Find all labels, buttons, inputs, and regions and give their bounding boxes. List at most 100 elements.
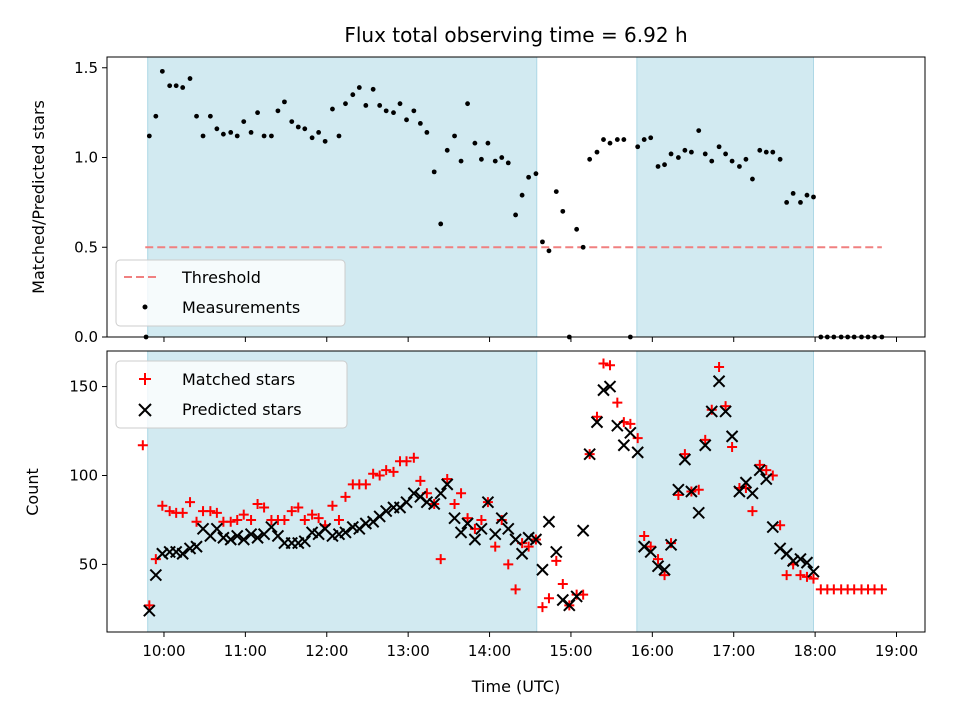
predicted-star-point — [800, 556, 814, 569]
measurement-point — [790, 191, 796, 196]
predicted-star-point — [760, 472, 773, 486]
predicted-star-point — [502, 522, 515, 536]
predicted-star-point — [705, 405, 718, 418]
measurement-point — [234, 133, 240, 139]
matched-star-point — [543, 593, 554, 604]
matched-star-point — [781, 570, 792, 581]
predicted-star-point — [733, 485, 746, 498]
measurement-point — [153, 113, 159, 119]
matched-star-point — [808, 573, 819, 584]
predicted-star-point — [603, 380, 617, 393]
legend-measurements-swatch — [142, 304, 148, 310]
predicted-star-point — [515, 547, 529, 560]
matched-star-point — [374, 470, 385, 481]
predicted-star-point — [441, 478, 454, 491]
x-tick-label: 11:00 — [224, 642, 267, 660]
matched-star-point — [144, 600, 155, 611]
measurement-point — [261, 133, 267, 139]
predicted-star-point — [766, 520, 780, 534]
matched-star-point — [401, 456, 412, 467]
x-tick-label: 16:00 — [631, 642, 674, 660]
matched-star-point — [408, 452, 419, 463]
count-legend: Matched stars Predicted stars — [115, 360, 348, 429]
measurement-point — [729, 158, 735, 164]
measurement-point — [200, 133, 206, 139]
predicted-star-point — [576, 524, 590, 537]
measurement-point — [513, 212, 518, 218]
measurement-point — [417, 121, 423, 126]
measurement-point — [438, 221, 444, 227]
matched-star-point — [761, 465, 772, 476]
predicted-star-point — [678, 453, 692, 466]
measurement-point — [519, 192, 525, 198]
measurement-point — [607, 140, 613, 146]
measurement-point — [350, 92, 356, 98]
measurement-point — [648, 135, 654, 141]
measurement-point — [485, 140, 491, 146]
measurement-point — [668, 151, 674, 157]
legend-matched-swatch — [139, 373, 151, 385]
measurement-point — [492, 158, 498, 164]
measurement-point — [472, 140, 478, 146]
predicted-star-point — [658, 563, 671, 576]
matched-star-point — [185, 497, 196, 508]
measurement-point — [479, 156, 484, 162]
matched-star-point — [442, 474, 453, 485]
predicted-star-point — [807, 565, 820, 578]
measurement-point — [635, 144, 641, 150]
matched-star-point — [673, 490, 684, 501]
measurement-point — [601, 137, 606, 142]
measurement-point — [377, 103, 383, 108]
x-tick-label: 17:00 — [712, 642, 755, 660]
measurement-point — [269, 133, 274, 139]
measurement-point — [723, 151, 728, 157]
matched-star-point — [313, 513, 324, 524]
predicted-star-point — [753, 463, 766, 477]
matched-star-point — [605, 360, 616, 371]
matched-star-point — [706, 404, 717, 415]
matched-star-point — [252, 498, 263, 509]
legend-matched-label: Matched stars — [182, 370, 295, 389]
predicted-star-point — [400, 495, 413, 509]
count-y-axis-label: Count — [23, 468, 42, 516]
measurement-point — [580, 244, 586, 250]
ratio-legend: Threshold Measurements — [115, 259, 346, 327]
predicted-star-point — [597, 383, 610, 397]
predicted-star-point — [651, 559, 665, 573]
measurement-point — [804, 192, 810, 198]
matched-star-point — [360, 479, 371, 490]
matched-star-point — [510, 584, 521, 595]
measurement-point — [220, 131, 226, 137]
measurement-point — [295, 124, 301, 130]
matched-star-point — [612, 397, 623, 408]
measurement-point — [404, 117, 409, 123]
matched-star-point — [666, 538, 677, 549]
matched-star-point — [801, 571, 812, 582]
measurement-point — [207, 113, 213, 119]
predicted-star-point — [509, 533, 522, 546]
ratio-y-tick-label: 1.5 — [74, 59, 98, 77]
matched-star-point — [714, 362, 725, 373]
measurement-point — [709, 158, 715, 164]
measurement-point — [505, 160, 511, 166]
matched-star-point — [150, 554, 161, 565]
measurement-point — [397, 101, 403, 107]
predicted-star-point — [672, 483, 685, 496]
measurement-point — [614, 137, 620, 142]
matched-star-point — [137, 440, 148, 451]
measurement-point — [316, 129, 322, 135]
matched-star-point — [645, 541, 656, 552]
predicted-star-point — [583, 447, 596, 461]
matched-star-point — [238, 509, 249, 520]
measurement-point — [689, 149, 694, 155]
measurement-point — [540, 239, 545, 245]
matched-star-point — [340, 491, 351, 502]
predicted-star-point — [339, 526, 352, 539]
measurement-point — [431, 169, 437, 175]
measurement-point — [411, 108, 417, 114]
measurement-point — [702, 151, 708, 157]
predicted-star-point — [712, 375, 726, 388]
measurement-point — [228, 129, 234, 135]
legend-predicted-swatch — [138, 403, 152, 417]
measurement-point — [302, 126, 308, 132]
